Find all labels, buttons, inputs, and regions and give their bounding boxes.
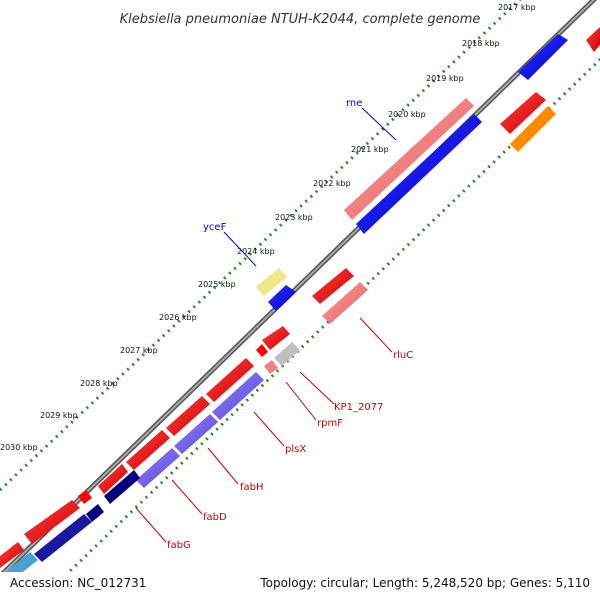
tick-label: 2018 kbp xyxy=(462,39,500,48)
gene-rluC-cds[interactable] xyxy=(322,282,368,324)
gene-yceF[interactable] xyxy=(256,268,287,296)
tick-label: 2025 kbp xyxy=(198,280,236,289)
gene-feature[interactable] xyxy=(206,358,254,402)
gene-feature[interactable] xyxy=(586,27,600,52)
tick-label: 2026 kbp xyxy=(159,313,197,322)
gene-feature[interactable] xyxy=(262,326,290,350)
tick-label: 2030 kbp xyxy=(0,443,38,452)
gene-label-fabG[interactable]: fabG xyxy=(167,540,191,551)
tick-label: 2019 kbp xyxy=(426,74,464,83)
tick-label: 2022 kbp xyxy=(313,179,351,188)
gene-KP1_2077[interactable] xyxy=(274,342,300,366)
accession-label: Accession: NC_012731 xyxy=(10,576,146,590)
gene-feature[interactable] xyxy=(518,34,568,80)
tick-label: 2027 kbp xyxy=(120,346,158,355)
gene-feature[interactable] xyxy=(86,504,104,522)
gene-feature[interactable] xyxy=(98,464,128,494)
gene-labels: rne yceF rluC KP1_2077 rpmF plsX fabH fa… xyxy=(167,98,413,551)
gene-feature[interactable] xyxy=(166,396,210,436)
gene-feature[interactable] xyxy=(34,514,92,562)
gene-feature[interactable] xyxy=(500,92,546,134)
gene-label-fabH[interactable]: fabH xyxy=(240,482,264,493)
gene-label-KP1_2077[interactable]: KP1_2077 xyxy=(334,402,383,413)
gene-label-rpmF[interactable]: rpmF xyxy=(317,418,343,429)
gene-feature[interactable] xyxy=(24,500,80,544)
genome-summary: Topology: circular; Length: 5,248,520 bp… xyxy=(259,576,590,590)
tick-label: 2024 kbp xyxy=(237,247,275,256)
tick-label: 2020 kbp xyxy=(388,110,426,119)
tick-label: 2021 kbp xyxy=(351,145,389,154)
tick-ring-outer xyxy=(0,0,522,492)
tick-label: 2029 kbp xyxy=(40,411,78,420)
tick-label: 2028 kbp xyxy=(80,379,118,388)
gene-label-plsX[interactable]: plsX xyxy=(285,444,306,455)
gene-label-yceF[interactable]: yceF xyxy=(203,222,227,233)
gene-rluC[interactable] xyxy=(312,268,354,304)
gene-label-fabD[interactable]: fabD xyxy=(203,512,227,523)
gene-fabD[interactable] xyxy=(136,448,180,488)
tick-ring-inner xyxy=(38,57,600,600)
tick-label: 2017 kbp xyxy=(498,3,536,12)
gene-feature[interactable] xyxy=(510,106,556,152)
kbp-labels: 2017 kbp 2018 kbp 2019 kbp 2020 kbp 2021… xyxy=(0,3,536,452)
footer-background xyxy=(0,572,600,600)
gene-feature[interactable] xyxy=(126,430,170,470)
tick-label: 2023 kbp xyxy=(275,213,313,222)
gene-fabH[interactable] xyxy=(174,414,218,454)
genes-outer xyxy=(0,27,600,568)
gene-rpmF[interactable] xyxy=(264,360,278,374)
gene-fabG[interactable] xyxy=(104,470,140,504)
gene-label-rne[interactable]: rne xyxy=(346,98,362,109)
gene-label-rluC[interactable]: rluC xyxy=(393,350,413,361)
gene-feature[interactable] xyxy=(78,490,92,504)
gene-feature[interactable] xyxy=(256,344,268,357)
gene-rne[interactable] xyxy=(344,98,474,220)
label-lines xyxy=(135,107,397,543)
gene-rne-cds[interactable] xyxy=(356,114,482,234)
gene-feature[interactable] xyxy=(0,542,24,568)
gene-plsX[interactable] xyxy=(212,372,264,420)
map-title: Klebsiella pneumoniae NTUH-K2044, comple… xyxy=(120,12,481,27)
gene-yceF-cds[interactable] xyxy=(268,285,296,311)
genes-inner xyxy=(0,92,556,590)
backbone xyxy=(0,0,598,580)
